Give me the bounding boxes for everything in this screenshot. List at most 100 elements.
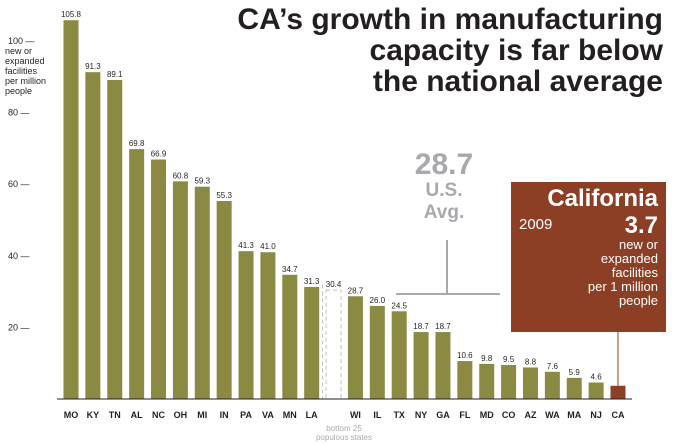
california-name: California (547, 185, 658, 212)
chart-title: CA’s growth in manufacturing capacity is… (193, 4, 663, 97)
california-unit-line: facilities (611, 265, 658, 280)
data-label: 9.8 (481, 354, 493, 363)
bar (610, 385, 626, 399)
y-tick-label: 80 — (8, 108, 30, 118)
data-label: 10.6 (457, 351, 473, 360)
data-label: 18.7 (435, 322, 451, 331)
california-unit-line: new or (618, 237, 658, 252)
x-tick-label: MD (480, 410, 494, 420)
us-average-annotation: 28.7 U.S. Avg. (405, 150, 483, 224)
x-tick-label: TN (109, 410, 121, 420)
bar (216, 201, 232, 399)
y-axis-title-line: new or (5, 46, 33, 56)
y-axis-title-line: facilities (5, 66, 38, 76)
bar (413, 332, 429, 399)
y-tick-label: 100 — (8, 36, 35, 46)
bar (260, 252, 276, 399)
x-tick-label: OH (174, 410, 188, 420)
y-tick-label: 20 — (8, 322, 30, 332)
title-line: the national average (372, 65, 663, 98)
bar (522, 367, 538, 399)
x-tick-label: MO (64, 410, 79, 420)
data-label: 8.8 (525, 357, 537, 366)
x-tick-label: WI (350, 410, 361, 420)
us-average-label: Avg. (423, 202, 465, 223)
data-label: 55.3 (216, 191, 232, 200)
y-tick-label: 60 — (8, 179, 30, 189)
us-average-label: U.S. (425, 180, 463, 201)
data-label: 34.7 (282, 265, 298, 274)
bar (107, 80, 123, 399)
x-tick-label: NJ (590, 410, 602, 420)
bar (304, 286, 320, 399)
data-label: 7.6 (547, 362, 559, 371)
data-label: 66.9 (151, 149, 167, 158)
bar (129, 149, 145, 399)
data-label: 5.9 (569, 368, 581, 377)
x-tick-label: NY (415, 410, 428, 420)
bar (369, 305, 385, 399)
y-axis-title-line: people (5, 86, 33, 96)
california-value: 3.7 (624, 212, 658, 239)
bar (194, 186, 210, 399)
bottom-25-note: bottom 25 populous states (304, 424, 384, 442)
x-tick-label: LA (306, 410, 318, 420)
x-tick-label: IN (220, 410, 229, 420)
bar (544, 371, 560, 399)
bar (85, 72, 101, 400)
bar (588, 382, 604, 399)
bar (479, 363, 495, 399)
data-label: 30.4 (326, 280, 342, 289)
california-year-value-row: 2009 3.7 (519, 212, 658, 239)
bar (566, 377, 582, 399)
data-label: 60.8 (173, 171, 189, 180)
data-label: 31.3 (304, 277, 320, 286)
data-label: 91.3 (85, 62, 101, 71)
bar (391, 311, 407, 399)
data-label: 18.7 (413, 322, 429, 331)
x-tick-label: MN (283, 410, 297, 420)
california-unit-line: expanded (600, 251, 658, 266)
data-label: 41.0 (260, 242, 276, 251)
bar (172, 181, 188, 399)
data-label: 69.8 (129, 139, 145, 148)
data-label: 28.7 (348, 286, 364, 295)
bar (347, 296, 363, 399)
bottom-note-line: populous states (315, 433, 373, 442)
data-label: 105.8 (61, 10, 82, 19)
data-label: 24.5 (391, 301, 407, 310)
x-tick-label: TX (393, 410, 405, 420)
x-tick-label: MI (197, 410, 207, 420)
title-line: capacity is far below (369, 34, 663, 67)
x-tick-label: CA (612, 410, 625, 420)
y-axis-title-line: expanded (5, 56, 45, 66)
x-tick-label: CO (502, 410, 516, 420)
bar (63, 20, 79, 400)
y-axis-title: new or expanded facilities per million p… (5, 46, 46, 96)
bar (151, 159, 167, 399)
california-unit-line: per 1 million (587, 279, 658, 294)
title-line: CA’s growth in manufacturing (237, 3, 663, 36)
x-tick-label: NC (152, 410, 165, 420)
california-callout: California 2009 3.7 new or expanded faci… (511, 182, 666, 332)
bar (501, 364, 517, 399)
california-year: 2009 (519, 216, 553, 233)
data-label: 26.0 (370, 296, 386, 305)
data-label: 9.5 (503, 355, 515, 364)
x-tick-label: PA (240, 410, 252, 420)
bar (435, 332, 451, 399)
us-average-value: 28.7 (414, 148, 474, 181)
bottom-note-line: bottom 25 (326, 424, 362, 433)
x-tick-label: IL (373, 410, 382, 420)
bar (457, 361, 473, 399)
bar (282, 274, 298, 399)
y-tick-label: 40 — (8, 251, 30, 261)
x-tick-label: AL (131, 410, 143, 420)
x-tick-label: MA (567, 410, 581, 420)
data-label: 4.6 (591, 373, 603, 382)
x-tick-label: AZ (524, 410, 536, 420)
california-unit-line: people (618, 293, 658, 308)
y-axis-title-line: per million (5, 76, 47, 86)
data-label: 41.3 (238, 241, 254, 250)
x-tick-label: VA (262, 410, 274, 420)
